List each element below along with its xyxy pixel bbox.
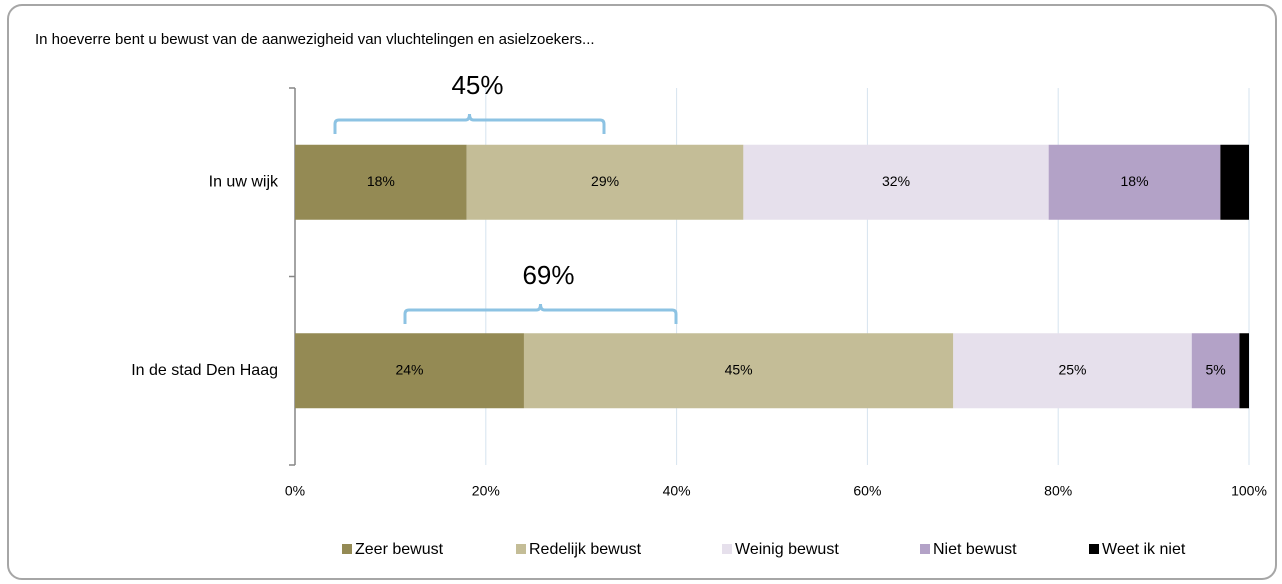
legend-swatch [516, 544, 526, 554]
x-tick-label: 60% [853, 483, 881, 499]
legend-label: Zeer bewust [355, 541, 444, 558]
legend-swatch [722, 544, 732, 554]
annotation: 69% [522, 260, 574, 290]
bar-segment [295, 333, 524, 409]
bar-segment [466, 144, 744, 220]
legend-swatch [342, 544, 352, 554]
x-tick-label: 0% [285, 483, 305, 499]
x-tick-label: 20% [472, 483, 500, 499]
legend-swatch [1089, 544, 1099, 554]
legend-label: Weet ik niet [1102, 541, 1186, 558]
data-label: 32% [882, 173, 910, 189]
data-label: 18% [367, 173, 395, 189]
legend-swatch [920, 544, 930, 554]
bracket [403, 303, 678, 324]
chart-title: In hoeverre bent u bewust van de aanwezi… [35, 31, 595, 48]
legend-label: Redelijk bewust [529, 541, 642, 558]
data-label: 18% [1121, 173, 1149, 189]
bar-segment [953, 333, 1192, 409]
data-label: 5% [1205, 361, 1225, 377]
bar-segment [1239, 333, 1249, 409]
x-tick-label: 100% [1231, 483, 1267, 499]
x-tick-label: 40% [663, 483, 691, 499]
data-label: 24% [395, 361, 423, 377]
annotation: 45% [451, 70, 503, 100]
data-label: 25% [1058, 361, 1086, 377]
bar-segment [743, 144, 1049, 220]
bar-segment [1048, 144, 1221, 220]
bracket [333, 113, 606, 134]
bar-segment [523, 333, 954, 409]
category-label: In de stad Den Haag [131, 362, 278, 379]
legend-label: Niet bewust [933, 541, 1017, 558]
bar-segment [295, 144, 467, 220]
frame [7, 4, 1277, 580]
bar-segment [1191, 333, 1240, 409]
data-label: 45% [725, 361, 753, 377]
bar-segment [1220, 144, 1249, 220]
x-tick-label: 80% [1044, 483, 1072, 499]
category-label: In uw wijk [209, 173, 279, 190]
data-label: 29% [591, 173, 619, 189]
legend-label: Weinig bewust [735, 541, 839, 558]
